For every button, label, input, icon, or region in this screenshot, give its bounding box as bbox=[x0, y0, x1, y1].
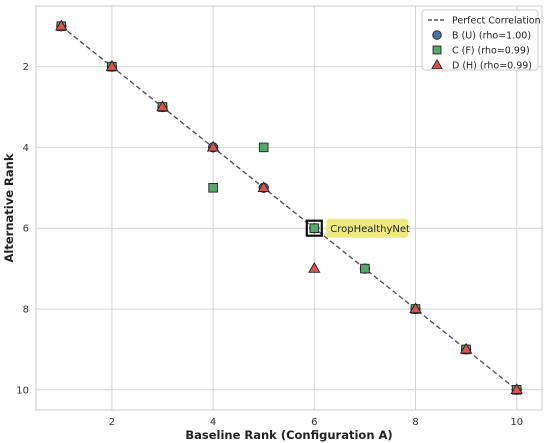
y-tick-label: 2 bbox=[23, 62, 29, 73]
square-point bbox=[360, 263, 370, 274]
x-tick-label: 4 bbox=[210, 417, 216, 428]
highlight-annotation: CropHealthyNet bbox=[305, 218, 410, 238]
x-tick-labels: 2 4 6 8 10 bbox=[109, 417, 523, 428]
triangle-point bbox=[459, 342, 473, 354]
perfect-correlation-line bbox=[60, 25, 518, 391]
legend-label: B (U) (rho=1.00) bbox=[452, 31, 531, 42]
square-point bbox=[208, 183, 218, 193]
perfect-correlation-line-path bbox=[60, 25, 518, 391]
legend-circle-icon bbox=[432, 30, 442, 40]
legend: Perfect Correlation B (U) (rho=1.00) C (F)… bbox=[421, 9, 541, 72]
y-tick-label: 10 bbox=[16, 385, 29, 396]
triangle-point bbox=[105, 59, 119, 71]
x-tick-label: 10 bbox=[510, 417, 523, 428]
legend-box bbox=[421, 9, 539, 71]
legend-label: Perfect Correlation bbox=[452, 16, 541, 27]
x-tick-label: 2 bbox=[109, 417, 115, 428]
triangle-point bbox=[308, 261, 321, 273]
highlight-marker-box bbox=[305, 219, 323, 237]
legend-label: D (H) (rho=0.99) bbox=[452, 61, 532, 72]
highlight-label-box bbox=[326, 218, 409, 238]
x-tick-label: 8 bbox=[412, 417, 418, 428]
legend-label: C (F) (rho=0.99) bbox=[452, 46, 530, 57]
legend-triangle-icon bbox=[431, 58, 443, 69]
legend-square-icon bbox=[432, 45, 442, 55]
y-tick-labels: 2 4 6 8 10 bbox=[16, 62, 29, 396]
triangle-point bbox=[156, 100, 169, 112]
triangle-point bbox=[206, 140, 220, 152]
square-point bbox=[258, 142, 269, 153]
square-point bbox=[309, 223, 320, 233]
y-axis-title: Alternative Rank bbox=[2, 153, 16, 262]
triangle-point bbox=[510, 383, 523, 394]
x-tick-label: 6 bbox=[311, 417, 317, 428]
triangle-point bbox=[257, 181, 270, 192]
y-tick-label: 6 bbox=[23, 224, 29, 235]
triangle-point bbox=[409, 302, 422, 314]
y-tick-label: 8 bbox=[23, 305, 29, 316]
x-axis-title: Baseline Rank (Configuration A) bbox=[185, 428, 392, 442]
y-tick-label: 4 bbox=[23, 143, 29, 154]
highlight-label: CropHealthyNet bbox=[330, 224, 410, 235]
triangle-point bbox=[55, 19, 68, 31]
